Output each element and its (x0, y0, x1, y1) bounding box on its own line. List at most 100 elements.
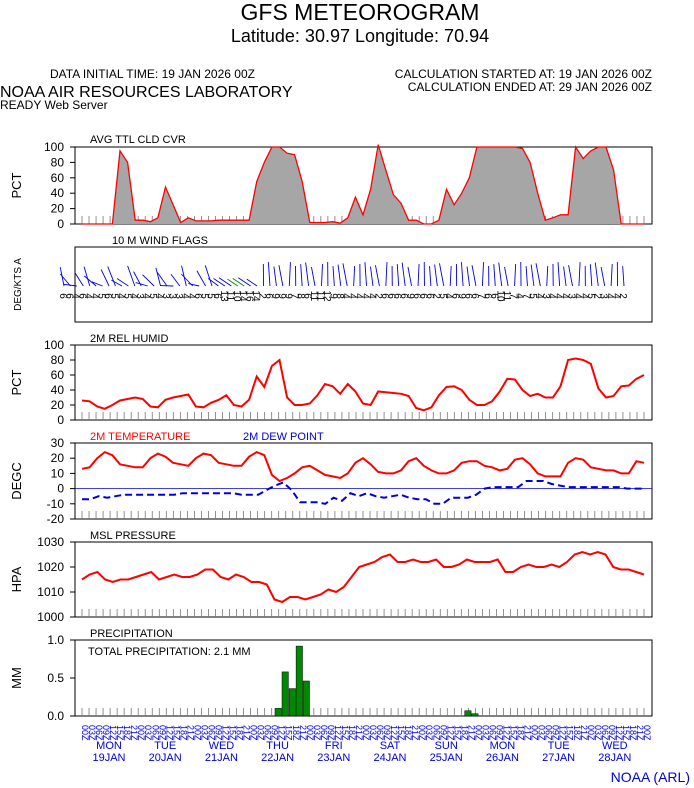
hour-label: 03Z (424, 725, 434, 741)
wind-barb (578, 262, 581, 287)
y-tick-label: 80 (51, 353, 65, 367)
wind-speed-label: 9 (456, 293, 467, 299)
hour-label: 15Z (171, 725, 181, 741)
panel-title-cloud: AVG TTL CLD CVR (90, 134, 186, 146)
wind-barb (218, 277, 232, 287)
chart-title: GFS METEOROGRAM (241, 0, 480, 25)
hour-label: 06Z (206, 725, 216, 741)
wind-barb (514, 264, 517, 287)
wind-speed-label: 6 (102, 293, 113, 299)
wind-speed-label: 6 (385, 293, 396, 299)
hour-label: 00Z (80, 725, 90, 741)
hour-label: 09Z (551, 725, 561, 741)
wind-barb (594, 262, 599, 287)
wind-barb (449, 266, 452, 287)
y-tick-label: 20 (51, 202, 65, 216)
wind-speed-label: 2 (257, 293, 268, 299)
calc-started: CALCULATION STARTED AT: 19 JAN 2026 00Z (395, 67, 652, 81)
hour-label: 00Z (361, 725, 371, 741)
wind-speed-label: 4 (141, 293, 152, 299)
hour-label: 09Z (326, 725, 336, 741)
panel-frame-4 (74, 541, 653, 618)
wind-barb (401, 262, 406, 287)
hour-label: 21Z (523, 725, 533, 741)
wind-barb (461, 262, 464, 287)
wind-barb (342, 263, 348, 287)
panel-frame-2 (74, 344, 653, 421)
y-tick-label: 100 (44, 140, 64, 154)
date-label: 20JAN (149, 752, 182, 764)
wind-barb (170, 273, 181, 287)
hour-label: 00Z (305, 725, 315, 741)
hour-label: 03Z (368, 725, 378, 741)
hour-label: 12Z (445, 725, 455, 741)
wind-speed-label: 4 (115, 293, 126, 299)
server-label: READY Web Server (0, 98, 108, 112)
dewpoint-line (82, 480, 644, 505)
hour-label: 06Z (94, 725, 104, 741)
wind-barb (273, 266, 277, 287)
wind-speed-label: 13 (218, 290, 229, 302)
wind-speed-label: 8 (334, 293, 345, 299)
y-axis-label: PCT (9, 369, 24, 395)
wind-barb (364, 262, 367, 287)
y-tick-label: 1.0 (47, 633, 64, 647)
wind-barb (83, 275, 97, 287)
wind-speed-label: 5 (121, 293, 132, 299)
wind-speed-label: 4 (578, 293, 589, 299)
wind-barb (63, 283, 77, 287)
wind-speed-label: 4 (353, 293, 364, 299)
hour-label: 15Z (284, 725, 294, 741)
wind-barb (375, 265, 380, 287)
precip-bar (281, 671, 289, 717)
wind-speed-label: 4 (553, 293, 564, 299)
hour-label: 03Z (593, 725, 603, 741)
wind-barb (181, 265, 187, 287)
wind-speed-label: 5 (108, 293, 119, 299)
wind-barb (208, 278, 219, 287)
wind-speed-label: 6 (450, 293, 461, 299)
wind-barb (525, 266, 528, 287)
wind-barb (278, 265, 284, 287)
panel-title-pressure: MSL PRESSURE (90, 530, 176, 542)
day-of-week-label: WED (209, 740, 235, 752)
wind-speed-label: 4 (533, 293, 544, 299)
hour-label: 12Z (333, 725, 343, 741)
hour-label: 09Z (494, 725, 504, 741)
data-initial-time: DATA INITIAL TIME: 19 JAN 2026 00Z (50, 67, 255, 81)
hour-label: 18Z (572, 725, 582, 741)
hour-label: 00Z (417, 725, 427, 741)
pressure-line (81, 550, 645, 604)
wind-speed-label: 3 (134, 293, 145, 299)
wind-barb (59, 273, 71, 287)
y-tick-label: 60 (51, 171, 65, 185)
wind-speed-label: 3 (160, 293, 171, 299)
date-label: 25JAN (430, 752, 463, 764)
wind-barb (142, 274, 155, 287)
wind-barb (288, 262, 291, 287)
hour-label: 12Z (108, 725, 118, 741)
wind-speed-label: 6 (263, 293, 274, 299)
hour-label: 21Z (354, 725, 364, 741)
hour-label: 21Z (129, 725, 139, 741)
wind-speed-label: 2 (617, 293, 628, 299)
wind-barb (332, 266, 335, 287)
wind-speed-label: 3 (540, 293, 551, 299)
precip-bar (471, 713, 479, 717)
y-tick-label: 30 (51, 436, 65, 450)
wind-speed-label: 6 (192, 293, 203, 299)
hour-label: 06Z (319, 725, 329, 741)
date-label: 24JAN (373, 752, 406, 764)
y-tick-label: 0 (57, 413, 64, 427)
wind-barb (321, 264, 323, 287)
wind-speed-label: 5 (527, 293, 538, 299)
y-tick-label: -10 (47, 497, 65, 511)
wind-barb (610, 264, 613, 287)
wind-barb (91, 281, 103, 287)
wind-barb (116, 278, 129, 287)
wind-barb (127, 265, 136, 287)
wind-barb (100, 269, 110, 287)
wind-barb (311, 267, 316, 287)
hour-label: 12Z (502, 725, 512, 741)
